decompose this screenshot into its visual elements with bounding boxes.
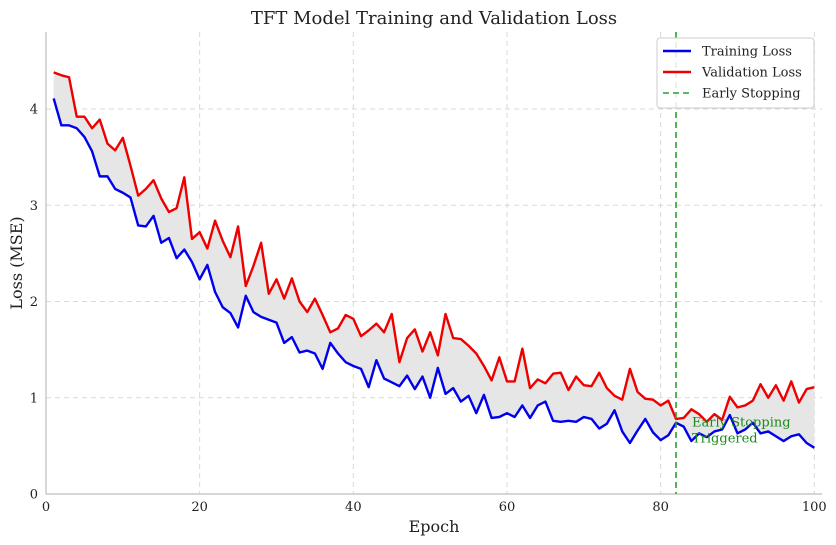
chart-title: TFT Model Training and Validation Loss bbox=[251, 8, 617, 29]
legend-early-stopping-label: Early Stopping bbox=[702, 87, 801, 102]
series-layer bbox=[52, 71, 815, 449]
y-tick-label: 0 bbox=[30, 488, 38, 503]
y-tick-label: 4 bbox=[30, 103, 38, 118]
y-tick-label: 2 bbox=[30, 295, 38, 310]
early-stopping-annotation-line2: Triggered bbox=[692, 432, 758, 447]
axes: 0 20 40 60 80 100 0 1 2 3 4 bbox=[30, 32, 827, 515]
x-tick-label: 0 bbox=[42, 500, 50, 515]
x-tick-label: 60 bbox=[499, 500, 516, 515]
loss-gap-fill bbox=[53, 72, 815, 448]
grid bbox=[46, 32, 822, 494]
train-val-gap-area bbox=[53, 72, 815, 448]
x-tick-label: 20 bbox=[191, 500, 208, 515]
x-tick-label: 40 bbox=[345, 500, 362, 515]
validation-loss-line bbox=[53, 71, 815, 424]
x-tick-label: 100 bbox=[802, 500, 827, 515]
legend-validation-loss-label: Validation Loss bbox=[701, 66, 802, 81]
legend-training-loss-label: Training Loss bbox=[702, 45, 792, 60]
legend-box bbox=[656, 37, 815, 109]
x-tick-label: 80 bbox=[652, 500, 669, 515]
legend: Training Loss Validation Loss Early Stoppi… bbox=[656, 37, 815, 109]
training-loss-line bbox=[52, 98, 815, 449]
y-tick-label: 1 bbox=[30, 391, 38, 406]
y-axis-label: Loss (MSE) bbox=[7, 216, 26, 309]
x-axis-label: Epoch bbox=[409, 517, 460, 536]
y-tick-label: 3 bbox=[30, 199, 38, 214]
early-stopping-annotation-line1: Early Stopping bbox=[692, 416, 791, 431]
